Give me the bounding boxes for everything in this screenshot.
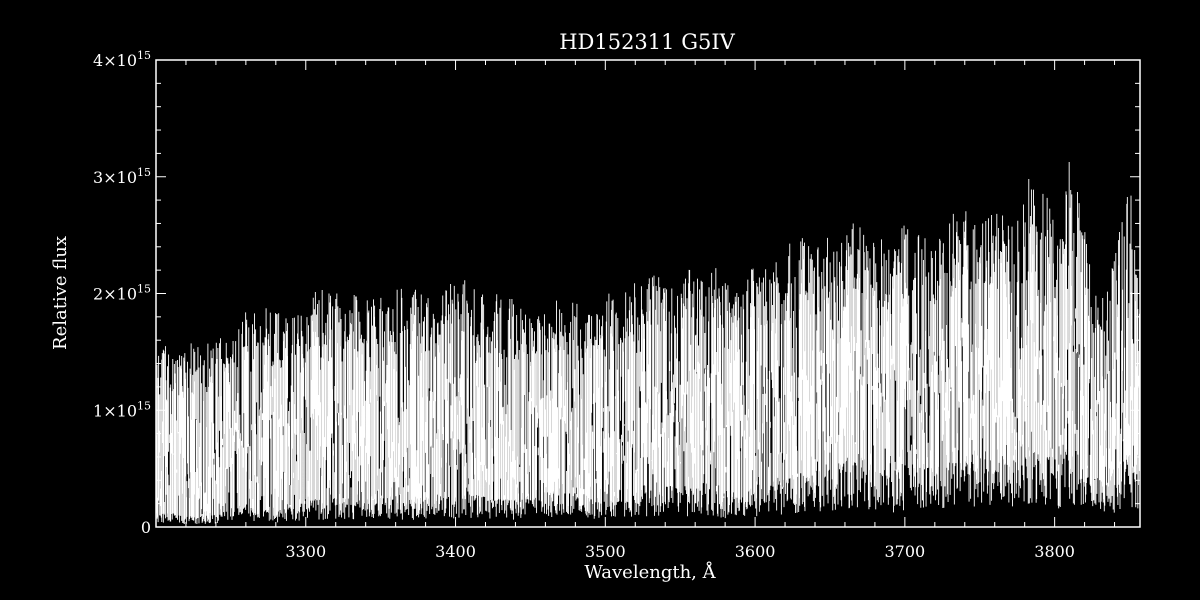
y-tick-label: 3×1015	[93, 166, 151, 187]
y-tick-label: 2×1015	[93, 283, 151, 304]
x-tick-label: 3700	[884, 542, 925, 561]
x-tick-label: 3600	[735, 542, 776, 561]
x-axis-label: Wavelength, Å	[584, 561, 716, 583]
y-tick-label: 0	[141, 518, 151, 537]
y-tick-label: 4×1015	[93, 49, 151, 70]
x-tick-label: 3800	[1034, 542, 1075, 561]
y-axis-ticks: 0 1×1015 2×1015 3×1015 4×1015	[93, 49, 1140, 537]
y-tick-label: 1×1015	[93, 399, 151, 420]
x-tick-label: 3500	[585, 542, 626, 561]
y-axis-label: Relative flux	[50, 236, 71, 350]
chart-title: HD152311 G5IV	[559, 30, 735, 54]
x-axis-ticks: 3300 3400 3500 3600 3700 3800	[155, 60, 1116, 561]
x-tick-label: 3400	[435, 542, 476, 561]
x-tick-label: 3300	[285, 542, 326, 561]
